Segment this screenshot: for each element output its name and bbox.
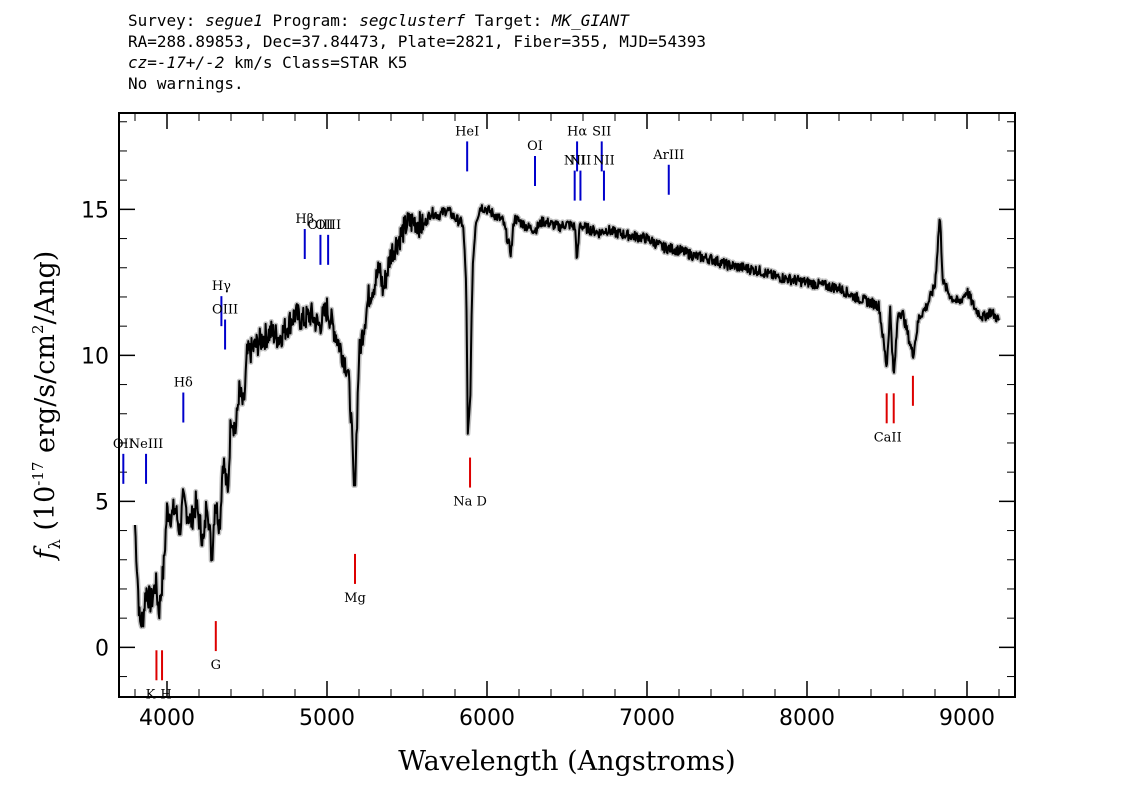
absorption-line-label: H xyxy=(160,687,171,702)
y-axis-label: fλ (10-17 erg/s/cm2/Ang) xyxy=(29,251,64,562)
emission-line-label: OIII xyxy=(315,218,341,233)
program-label: Program: xyxy=(262,11,360,30)
emission-line-label: HeI xyxy=(455,124,479,139)
x-tick-label: 6000 xyxy=(459,706,515,731)
emission-line-label: NeIII xyxy=(129,437,163,452)
error-band xyxy=(132,202,1002,630)
header-line-2: RA=288.89853, Dec=37.84473, Plate=2821, … xyxy=(128,32,706,51)
emission-line-label: Hβ xyxy=(295,212,314,227)
survey-value: segue1 xyxy=(205,11,263,30)
target-value: MK_GIANT xyxy=(551,11,629,30)
x-tick-label: 8000 xyxy=(779,706,835,731)
header-line-3: cz=-17+/-2 km/s Class=STAR K5 xyxy=(128,52,706,73)
target-label: Target: xyxy=(465,11,552,30)
x-tick-label: 7000 xyxy=(619,706,675,731)
x-tick-label: 5000 xyxy=(299,706,355,731)
emission-line-label: NII xyxy=(593,154,615,169)
absorption-line-label: G xyxy=(211,658,221,673)
emission-line-label: OI xyxy=(527,139,543,154)
emission-line-label: OII xyxy=(113,437,134,452)
emission-line-label: Hγ xyxy=(212,279,231,294)
absorption-line-label: K xyxy=(146,687,156,702)
emission-line-label: SII xyxy=(592,124,611,139)
y-tick-label: 10 xyxy=(81,344,109,369)
survey-label: Survey: xyxy=(128,11,206,30)
emission-line-label: ArIII xyxy=(652,148,684,163)
spectral-line-markers: OIINeIIIHδHγOIIIHβOIIIOIIIHeIOINIIHαNIIS… xyxy=(113,124,914,702)
program-value: segclusterf xyxy=(359,11,466,30)
emission-line-label: OIII xyxy=(212,303,238,318)
class-text: km/s Class=STAR K5 xyxy=(224,53,408,72)
y-tick-label: 15 xyxy=(81,198,109,223)
x-axis-label: Wavelength (Angstroms) xyxy=(398,746,735,777)
x-tick-label: 4000 xyxy=(139,706,195,731)
emission-line-label: OIII xyxy=(307,218,333,233)
emission-line-label: Hδ xyxy=(174,376,193,391)
x-ticks: 4000 5000 6000 7000 8000 9000 xyxy=(134,113,1000,731)
warnings-text: No warnings. xyxy=(128,74,244,93)
emission-line-label: NII xyxy=(564,154,586,169)
spectrum-line xyxy=(134,204,1000,628)
plot-frame xyxy=(118,112,1016,698)
y-tick-label: 5 xyxy=(95,490,109,515)
y-tick-label: 0 xyxy=(95,636,109,661)
x-tick-label: 9000 xyxy=(939,706,995,731)
cz-value: -17+/-2 xyxy=(156,53,225,72)
header-line-1: Survey: segue1 Program: segclusterf Targ… xyxy=(128,10,706,31)
spectrum-header: Survey: segue1 Program: segclusterf Targ… xyxy=(128,10,706,94)
absorption-line-label: Mg xyxy=(344,591,366,606)
emission-line-label: Hα xyxy=(567,124,587,139)
absorption-line-label: CaII xyxy=(874,430,902,445)
absorption-line-label: Na D xyxy=(453,495,487,510)
cz-label: cz= xyxy=(128,53,157,72)
y-ticks: 0 5 10 15 xyxy=(81,121,1015,678)
emission-line-label: NII xyxy=(570,154,592,169)
